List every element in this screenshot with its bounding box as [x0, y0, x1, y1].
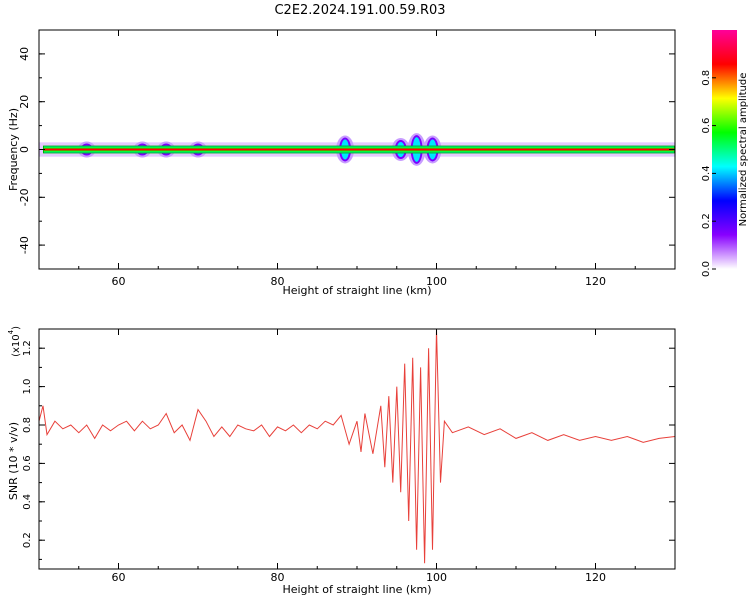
bottom-x-tick-label: 100: [426, 571, 447, 584]
spectral-band: [39, 133, 675, 166]
colorbar: 0.0 0.2 0.4 0.6 0.8 Normalized spectral ampli…: [701, 30, 749, 277]
colorbar-tick-label: 0.8: [701, 70, 712, 86]
bottom-y-tick-label: 1.0: [22, 379, 33, 395]
top-x-tick-label: 60: [112, 275, 126, 288]
top-y-tick-label: -40: [18, 236, 31, 254]
bottom-y-tick-label: 0.8: [22, 417, 33, 433]
colorbar-label: Normalized spectral amplitude: [738, 73, 749, 227]
colorbar-gradient: [712, 30, 737, 269]
multiplier-base: (x10: [11, 334, 22, 357]
top-y-axis-label: Frequency (Hz): [7, 108, 20, 191]
bottom-x-tick-label: 60: [112, 571, 126, 584]
bottom-y-tick-label: 0.6: [22, 455, 33, 471]
colorbar-tick-label: 0.0: [701, 261, 712, 277]
top-x-tick-label: 100: [426, 275, 447, 288]
bottom-y-axis-label: SNR (10 * v/v): [7, 422, 20, 500]
bottom-y-tick-label: 0.4: [22, 494, 33, 510]
y-multiplier-label: (x104): [7, 326, 22, 357]
colorbar-tick-label: 0.2: [701, 213, 712, 229]
spectrogram-panel: 60 80 100 120 40 20 0 -20 -40 Height of straight …: [7, 29, 676, 297]
snr-series-line: [39, 329, 675, 564]
bottom-x-axis-label: Height of straight line (km): [282, 583, 431, 596]
colorbar-tick-label: 0.6: [701, 118, 712, 134]
y-multiplier: (x104): [7, 326, 22, 357]
top-y-tick-label: 40: [18, 47, 31, 61]
bottom-x-tick-label: 120: [585, 571, 606, 584]
top-x-tick-label: 120: [585, 275, 606, 288]
figure-title: C2E2.2024.191.00.59.R03: [274, 3, 445, 18]
top-y-tick-label: -20: [18, 188, 31, 206]
colorbar-tick-label: 0.4: [701, 165, 712, 181]
bottom-plot-frame: [38, 328, 676, 570]
top-y-tick-label: 0: [18, 146, 31, 153]
top-x-axis-label: Height of straight line (km): [282, 284, 431, 297]
top-x-tick-label: 80: [271, 275, 285, 288]
bottom-x-tick-label: 80: [271, 571, 285, 584]
multiplier-close: ): [11, 326, 22, 330]
snr-panel: 60 80 100 120 1.2 1.0 0.8 0.6 0.4 0.2 Height of st…: [7, 326, 676, 596]
band-core: [44, 146, 674, 153]
top-y-tick-label: 20: [18, 95, 31, 109]
bottom-y-tick-label: 1.2: [22, 340, 33, 356]
bottom-y-tick-label: 0.2: [22, 532, 33, 548]
multiplier-exponent: 4: [7, 329, 15, 334]
